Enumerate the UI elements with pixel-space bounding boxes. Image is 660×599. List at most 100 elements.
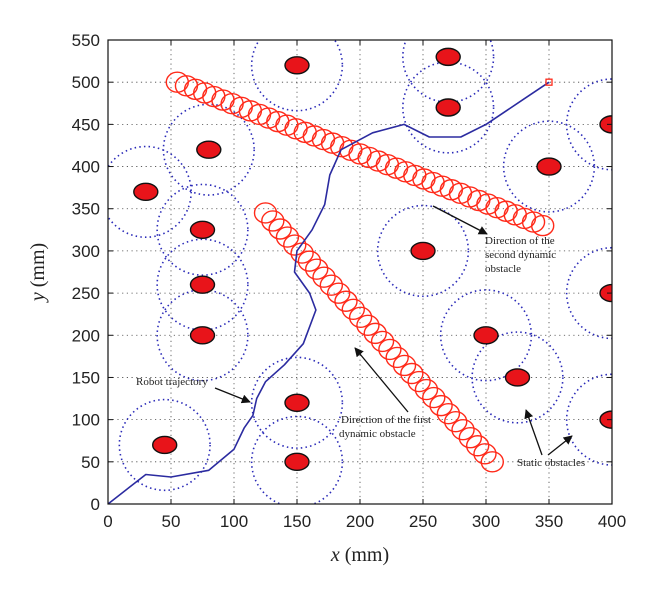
safety-zone-circle — [565, 373, 612, 466]
y-tick-label: 300 — [72, 242, 100, 261]
x-tick-label: 100 — [220, 512, 248, 531]
annotation-second-dynamic-line3: obstacle — [485, 263, 521, 275]
dynamic-obstacle-2-position — [531, 214, 555, 237]
safety-zone-circle — [250, 40, 344, 112]
x-tick-label: 200 — [346, 512, 374, 531]
dynamic-obstacle-1-position — [458, 427, 483, 449]
static-obstacle — [284, 393, 310, 412]
static-obstacles — [133, 47, 612, 472]
x-tick-label: 50 — [162, 512, 181, 531]
static-obstacle — [189, 275, 216, 294]
dynamic-obstacle-1-position — [326, 282, 351, 304]
y-tick-label: 500 — [72, 73, 100, 92]
static-obstacle — [133, 182, 159, 202]
dynamic-obstacle-1-position — [253, 202, 278, 224]
safety-zone-circle — [439, 289, 533, 382]
annotation-static-obstacles-text: Static obstacles — [517, 457, 585, 469]
static-obstacle — [504, 368, 531, 387]
dynamic-obstacle-1-position — [348, 306, 373, 329]
robot-trajectory-layer — [108, 78, 553, 504]
dynamic-obstacle-1-position — [444, 410, 468, 433]
annotation-first-dynamic: Direction of the first dynamic obstacle — [339, 347, 431, 440]
y-tick-label: 0 — [91, 495, 100, 514]
safety-zone-circle — [402, 61, 495, 154]
y-tick-label: 200 — [72, 326, 100, 345]
x-tick-label: 300 — [472, 512, 500, 531]
dynamic-obstacle-1-position — [312, 266, 336, 288]
dynamic-obstacle-1-position — [392, 354, 417, 377]
static-obstacle — [189, 326, 216, 345]
dynamic-obstacle-1-position — [319, 274, 344, 296]
y-tick-label: 150 — [72, 368, 100, 387]
dynamic-obstacle-1-position — [261, 210, 285, 232]
dynamic-obstacle-1-position — [429, 394, 453, 417]
annotation-second-dynamic-arrow — [432, 205, 488, 235]
safety-zone-circle — [565, 246, 612, 340]
dynamic-obstacle-1-position — [341, 298, 365, 320]
robot-trajectory-line — [108, 81, 550, 504]
annotation-first-dynamic-line1: Direction of the first — [341, 414, 431, 426]
y-tick-labels: 0 50 100 150 200 250 300 350 400 450 500 550 — [72, 31, 100, 514]
static-obstacle — [435, 98, 461, 117]
dynamic-obstacle-1-position — [363, 322, 387, 345]
dynamic-obstacle-1-position — [268, 218, 292, 240]
annotation-robot-trajectory: Robot trajectory — [136, 376, 251, 404]
annotation-second-dynamic: Direction of the second dynamic obstacle — [432, 205, 556, 275]
dynamic-obstacle-1-position — [451, 419, 475, 441]
dynamic-obstacle-1-position — [436, 402, 461, 425]
dynamic-obstacle-1-position — [305, 258, 329, 280]
y-tick-label: 50 — [81, 453, 100, 472]
annotation-static-arrow-1 — [524, 409, 543, 456]
dynamic-obstacle-1-position — [385, 346, 409, 369]
y-axis-label: y (mm) — [27, 243, 49, 303]
x-tick-label: 350 — [535, 512, 563, 531]
dynamic-obstacle-1-position — [414, 378, 439, 401]
static-obstacle — [196, 140, 222, 159]
annotation-static-arrow-2 — [547, 435, 573, 456]
goal-marker — [545, 78, 553, 86]
safety-zone-circle — [471, 331, 564, 424]
x-axis-label: x (mm) — [330, 544, 389, 566]
dynamic-obstacle-1-position — [334, 290, 358, 312]
static-obstacle — [284, 452, 310, 472]
static-obstacle — [536, 157, 562, 176]
annotation-first-dynamic-line2: dynamic obstacle — [339, 428, 416, 440]
safety-zones — [108, 40, 612, 504]
dynamic-obstacle-1-position — [356, 314, 380, 337]
safety-zone-circle — [156, 183, 249, 276]
y-tick-label: 350 — [72, 200, 100, 219]
y-tick-label: 100 — [72, 411, 100, 430]
dynamic-obstacle-1-position — [480, 451, 504, 473]
safety-zone-circle — [156, 289, 249, 382]
static-obstacle — [599, 283, 612, 303]
x-tick-labels: 0 50 100 150 200 250 300 350 400 — [103, 512, 626, 531]
annotation-second-dynamic-line2: second dynamic — [485, 249, 556, 261]
annotation-first-dynamic-arrow — [354, 347, 409, 413]
x-tick-label: 250 — [409, 512, 437, 531]
annotation-static-obstacles: Static obstacles — [517, 409, 585, 469]
annotation-robot-trajectory-text: Robot trajectory — [136, 376, 208, 388]
y-tick-label: 450 — [72, 115, 100, 134]
static-obstacle — [151, 435, 178, 455]
dynamic-obstacle-1-position — [400, 362, 424, 385]
static-obstacle — [599, 115, 612, 134]
dynamic-obstacle-1-position — [283, 234, 307, 256]
safety-zone-circle — [250, 415, 344, 504]
dynamic-obstacle-1-position — [297, 250, 322, 272]
tick-marks — [107, 39, 613, 505]
annotation-robot-trajectory-arrow — [214, 387, 251, 404]
dynamic-obstacles — [165, 71, 555, 473]
safety-zone-circle — [250, 356, 344, 449]
dynamic-obstacle-1-position — [465, 435, 490, 457]
static-obstacle — [189, 220, 216, 240]
dynamic-obstacle-1-position — [370, 330, 395, 353]
x-tick-label: 400 — [598, 512, 626, 531]
safety-zone-circle — [118, 398, 211, 492]
static-obstacle — [284, 56, 310, 75]
y-tick-label: 400 — [72, 158, 100, 177]
safety-zone-circle — [502, 120, 596, 213]
y-tick-label: 250 — [72, 284, 100, 303]
dynamic-obstacle-1-position — [422, 386, 446, 409]
safety-zone-circle — [108, 145, 192, 239]
